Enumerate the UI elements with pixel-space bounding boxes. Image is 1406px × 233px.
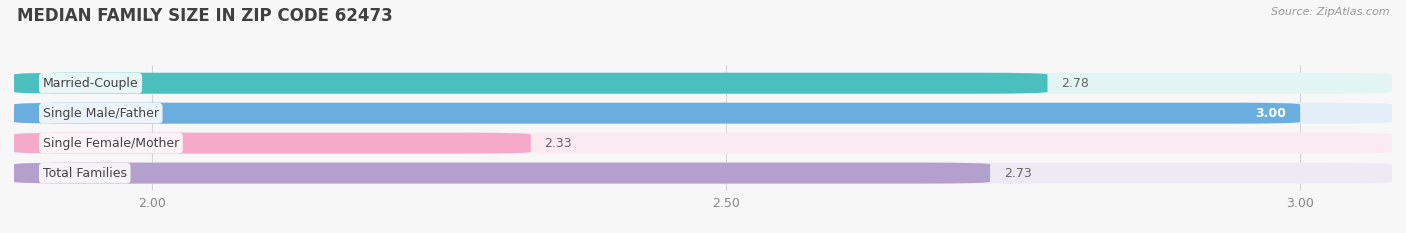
Text: Source: ZipAtlas.com: Source: ZipAtlas.com [1271, 7, 1389, 17]
Text: 3.00: 3.00 [1256, 107, 1286, 120]
Text: Single Male/Father: Single Male/Father [42, 107, 159, 120]
FancyBboxPatch shape [14, 163, 1392, 184]
FancyBboxPatch shape [14, 103, 1392, 124]
FancyBboxPatch shape [14, 103, 1301, 124]
FancyBboxPatch shape [14, 73, 1392, 94]
FancyBboxPatch shape [14, 73, 1047, 94]
FancyBboxPatch shape [14, 133, 1392, 154]
FancyBboxPatch shape [14, 163, 990, 184]
FancyBboxPatch shape [14, 133, 530, 154]
Text: Single Female/Mother: Single Female/Mother [42, 137, 179, 150]
Text: MEDIAN FAMILY SIZE IN ZIP CODE 62473: MEDIAN FAMILY SIZE IN ZIP CODE 62473 [17, 7, 392, 25]
Text: Total Families: Total Families [42, 167, 127, 180]
Text: Married-Couple: Married-Couple [42, 77, 138, 90]
Text: 2.33: 2.33 [544, 137, 572, 150]
Text: 2.73: 2.73 [1004, 167, 1032, 180]
Text: 2.78: 2.78 [1062, 77, 1090, 90]
